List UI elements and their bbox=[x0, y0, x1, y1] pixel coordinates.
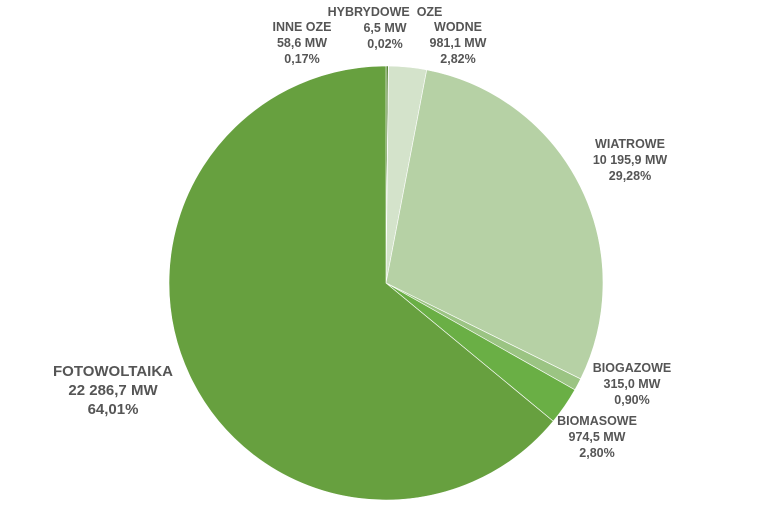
pie-slice-wiatrowe bbox=[385, 69, 604, 380]
slice-percent: 2,80% bbox=[579, 446, 614, 460]
slice-value: 22 286,7 MW bbox=[68, 382, 158, 399]
slice-percent: 0,90% bbox=[614, 393, 649, 407]
slice-value: 974,5 MW bbox=[569, 430, 626, 444]
slice-label-biogazowe: BIOGAZOWE 315,0 MW 0,90% bbox=[593, 361, 671, 407]
slice-name: BIOMASOWE bbox=[557, 414, 637, 428]
slice-name: BIOGAZOWE bbox=[593, 361, 671, 375]
slice-percent: 64,01% bbox=[88, 401, 139, 418]
slice-name: FOTOWOLTAIKA bbox=[53, 363, 173, 380]
slice-label-biomasowe: BIOMASOWE 974,5 MW 2,80% bbox=[557, 414, 637, 460]
slice-name: WODNE bbox=[434, 20, 482, 34]
slice-name: HYBRYDOWE OZE bbox=[328, 5, 443, 19]
slice-value: 981,1 MW bbox=[430, 36, 487, 50]
slice-label-hybrydowe-oze: HYBRYDOWE OZE 6,5 MW 0,02% bbox=[328, 5, 443, 51]
pie-slice-fotowoltaika bbox=[168, 65, 554, 501]
slice-percent: 2,82% bbox=[440, 52, 475, 66]
slice-percent: 29,28% bbox=[609, 169, 651, 183]
pie-slices bbox=[168, 65, 604, 501]
slice-name: INNE OZE bbox=[272, 20, 331, 34]
slice-label-wodne: WODNE 981,1 MW 2,82% bbox=[430, 20, 487, 66]
slice-label-inne-oze: INNE OZE 58,6 MW 0,17% bbox=[272, 20, 331, 66]
slice-value: 58,6 MW bbox=[277, 36, 327, 50]
pie-labels: INNE OZE 58,6 MW 0,17% HYBRYDOWE OZE 6,5 MW 0… bbox=[53, 5, 671, 460]
slice-label-wiatrowe: WIATROWE 10 195,9 MW 29,28% bbox=[593, 137, 668, 183]
slice-percent: 0,02% bbox=[367, 37, 402, 51]
slice-percent: 0,17% bbox=[284, 52, 319, 66]
slice-label-fotowoltaika: FOTOWOLTAIKA 22 286,7 MW 64,01% bbox=[53, 363, 173, 418]
slice-value: 10 195,9 MW bbox=[593, 153, 668, 167]
slice-value: 315,0 MW bbox=[604, 377, 661, 391]
slice-value: 6,5 MW bbox=[363, 21, 406, 35]
slice-name: WIATROWE bbox=[595, 137, 665, 151]
